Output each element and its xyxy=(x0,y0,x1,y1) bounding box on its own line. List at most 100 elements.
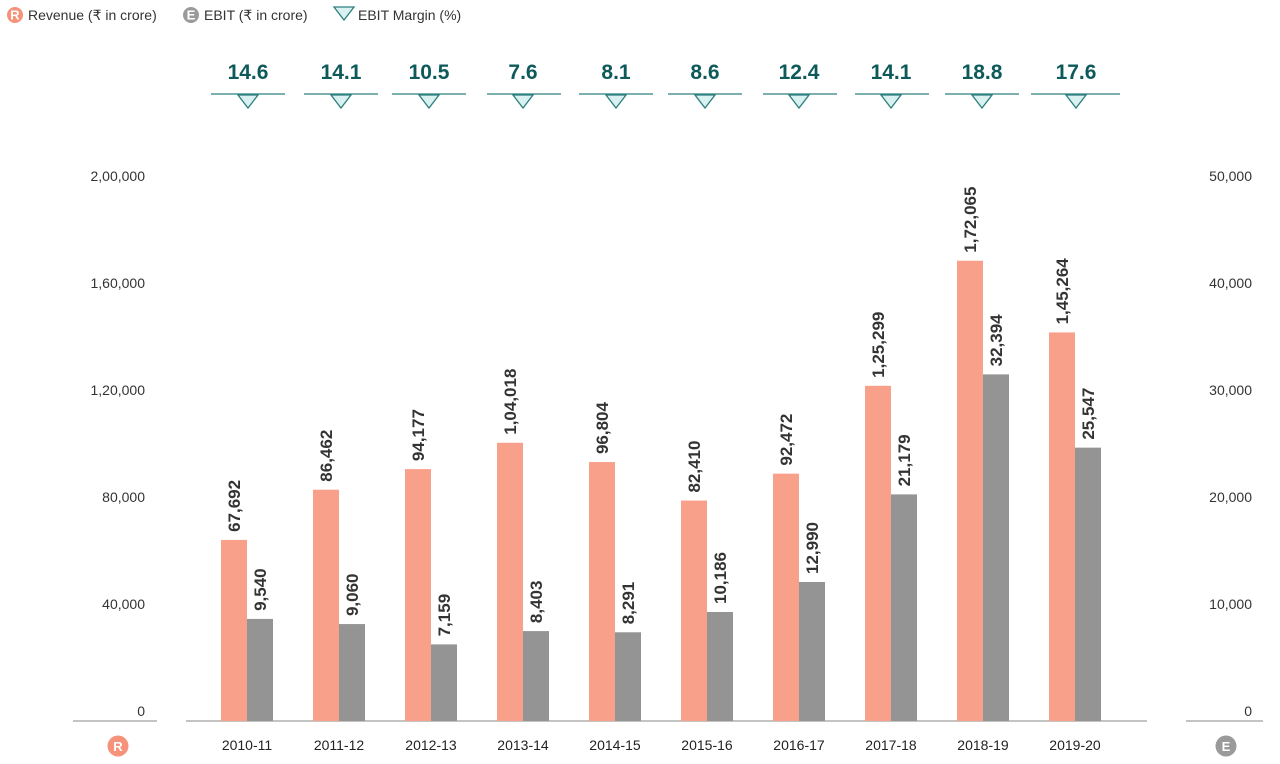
margin-value-label: 14.1 xyxy=(871,61,912,84)
margin-item: 14.6 xyxy=(211,61,285,110)
legend-item-revenue: R Revenue (₹ in crore) xyxy=(7,7,157,23)
right-tick-label: 0 xyxy=(1244,703,1252,719)
bar-group: 1,45,264 25,547 xyxy=(1049,258,1101,721)
ebit-value-label: 10,186 xyxy=(711,552,730,604)
category-label: 2011-12 xyxy=(314,737,365,753)
revenue-axis-badge-icon xyxy=(107,735,129,757)
revenue-bar xyxy=(1049,332,1075,721)
bar-group: 82,410 10,186 xyxy=(681,441,733,721)
ebit-badge-icon xyxy=(183,7,199,23)
ebit-bar xyxy=(799,582,825,721)
category-label: 2018-19 xyxy=(957,737,1009,753)
margin-value-label: 8.1 xyxy=(601,61,631,84)
margin-triangle-marker xyxy=(879,94,903,110)
revenue-value-label: 96,804 xyxy=(593,402,612,455)
ebit-value-label: 9,060 xyxy=(343,574,362,617)
category-label: 2017-18 xyxy=(865,737,917,753)
bar-group: 94,177 7,159 xyxy=(405,409,457,721)
margin-triangle-icon xyxy=(332,6,356,22)
ebit-value-label: 12,990 xyxy=(803,522,822,574)
category-label: 2016-17 xyxy=(773,737,825,753)
margin-item: 14.1 xyxy=(304,61,378,110)
ebit-value-label: 25,547 xyxy=(1079,388,1098,440)
revenue-value-label: 67,692 xyxy=(225,480,244,532)
right-tick-label: 20,000 xyxy=(1209,489,1252,505)
legend: R Revenue (₹ in crore) E EBIT (₹ in cror… xyxy=(7,6,461,23)
margin-value-label: 17.6 xyxy=(1056,61,1097,84)
revenue-value-label: 92,472 xyxy=(777,414,796,466)
bar-group: 92,472 12,990 xyxy=(773,414,825,721)
margin-item: 17.6 xyxy=(1031,61,1120,110)
category-label: 2019-20 xyxy=(1049,737,1101,753)
bar-group: 96,804 8,291 xyxy=(589,402,641,721)
right-axis-badge: E xyxy=(1215,735,1237,757)
ebit-value-label: 9,540 xyxy=(251,568,270,611)
bar-group: 86,462 9,060 xyxy=(313,430,365,721)
right-tick-label: 30,000 xyxy=(1209,382,1252,398)
ebit-badge-letter: E xyxy=(187,8,196,23)
revenue-value-label: 94,177 xyxy=(409,409,428,461)
margin-triangle-marker xyxy=(1064,94,1088,110)
bar-groups: 67,692 9,540 86,462 9,060 94,177 7,159 1,04,01… xyxy=(221,187,1101,721)
bar-group: 1,04,018 8,403 xyxy=(497,369,549,721)
revenue-badge-letter: R xyxy=(10,8,20,23)
ebit-axis-badge-icon xyxy=(1215,735,1237,757)
margin-item: 10.5 xyxy=(392,61,466,110)
margin-item: 18.8 xyxy=(945,61,1019,110)
left-axis-ticks: 0 40,000 80,000 1,20,000 1,60,000 2,00,000 xyxy=(91,168,146,719)
revenue-value-label: 1,72,065 xyxy=(961,187,980,253)
category-labels: 2010-11 2011-12 2012-13 2013-14 2014-15 2015-… xyxy=(222,737,1101,753)
ebit-bar xyxy=(891,494,917,721)
legend-item-margin: EBIT Margin (%) xyxy=(332,6,461,23)
revenue-bar xyxy=(773,473,799,721)
revenue-value-label: 1,04,018 xyxy=(501,369,520,435)
category-label: 2015-16 xyxy=(681,737,733,753)
margin-triangle-marker xyxy=(417,94,441,110)
margin-value-label: 7.6 xyxy=(508,61,537,84)
left-axis-badge: R xyxy=(107,735,129,757)
bar-group: 1,25,299 21,179 xyxy=(865,312,917,721)
margin-triangle-marker xyxy=(604,94,628,110)
revenue-value-label: 1,45,264 xyxy=(1053,258,1072,325)
revenue-bar xyxy=(681,500,707,721)
ebit-value-label: 7,159 xyxy=(435,594,454,637)
margin-triangle-marker xyxy=(329,94,353,110)
margin-triangle-marker xyxy=(236,94,260,110)
ebit-bar xyxy=(247,618,273,721)
margin-triangle-marker xyxy=(787,94,811,110)
margin-triangle-marker xyxy=(970,94,994,110)
category-label: 2010-11 xyxy=(222,737,273,753)
revenue-value-label: 1,25,299 xyxy=(869,312,888,378)
legend-margin-label: EBIT Margin (%) xyxy=(358,7,461,23)
margin-item: 12.4 xyxy=(763,61,837,110)
ebit-value-label: 32,394 xyxy=(987,314,1006,367)
revenue-bar xyxy=(957,260,983,721)
left-tick-label: 2,00,000 xyxy=(91,168,146,184)
revenue-bar xyxy=(497,442,523,721)
left-tick-label: 0 xyxy=(137,703,145,719)
ebit-bar xyxy=(615,632,641,721)
ebit-bar xyxy=(431,644,457,721)
legend-item-ebit: E EBIT (₹ in crore) xyxy=(183,7,308,23)
margin-item: 7.6 xyxy=(487,61,561,110)
right-tick-label: 50,000 xyxy=(1209,168,1252,184)
margin-value-label: 14.6 xyxy=(228,61,269,84)
category-label: 2012-13 xyxy=(405,737,457,753)
ebit-value-label: 21,179 xyxy=(895,434,914,486)
revenue-bar xyxy=(405,469,431,721)
left-axis-badge-letter: R xyxy=(113,739,123,754)
legend-ebit-label: EBIT (₹ in crore) xyxy=(204,7,308,23)
revenue-bar xyxy=(313,489,339,721)
left-tick-label: 1,60,000 xyxy=(91,275,146,291)
revenue-badge-icon xyxy=(7,7,23,23)
revenue-bar xyxy=(221,539,247,721)
margin-value-label: 14.1 xyxy=(321,61,362,84)
margin-item: 8.1 xyxy=(579,61,653,110)
margin-value-label: 10.5 xyxy=(409,61,450,84)
ebit-bar xyxy=(983,374,1009,721)
ebit-value-label: 8,291 xyxy=(619,582,638,625)
left-tick-label: 80,000 xyxy=(102,489,145,505)
bar-group: 67,692 9,540 xyxy=(221,480,273,721)
margin-value-label: 8.6 xyxy=(690,61,719,84)
